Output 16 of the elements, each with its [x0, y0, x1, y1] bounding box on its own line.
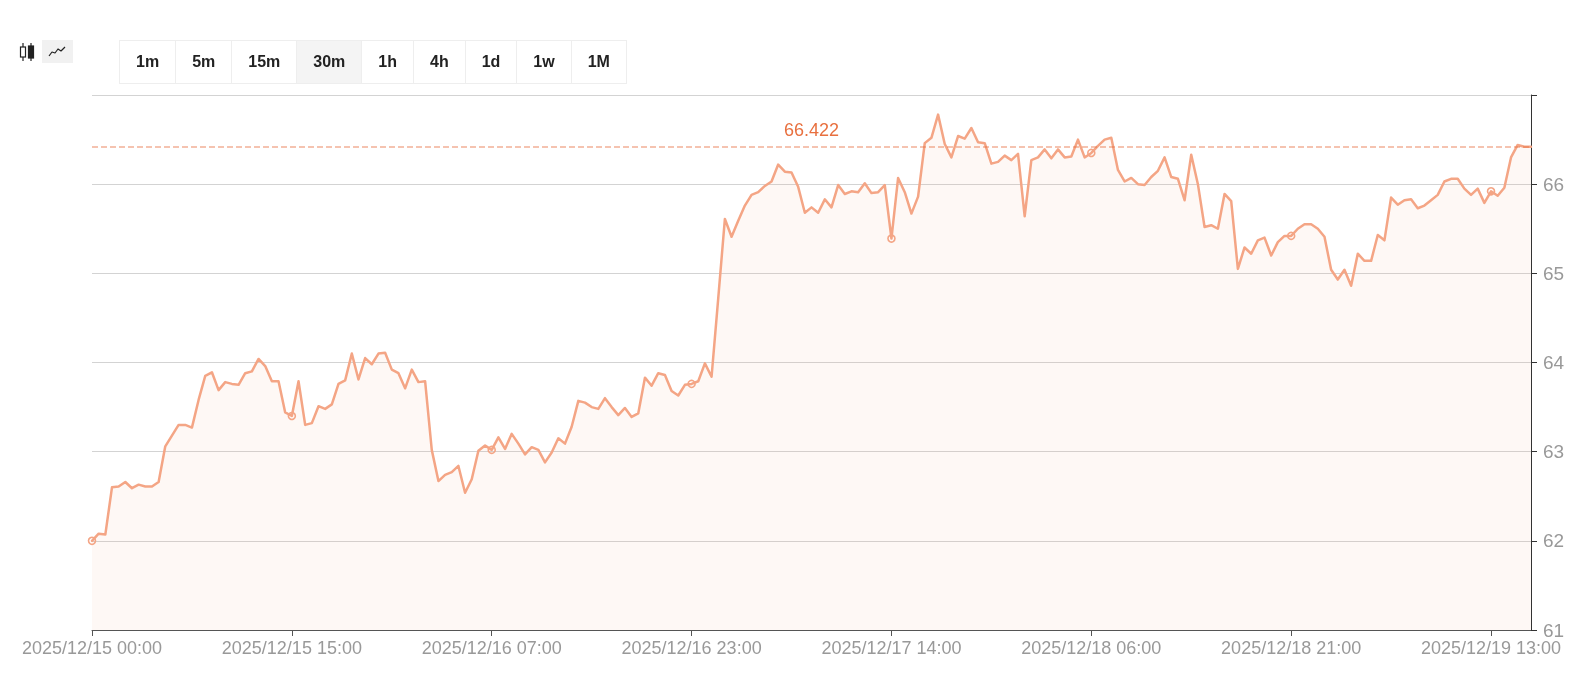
x-tick-label: 2025/12/18 21:00 — [1221, 638, 1362, 658]
x-tick-label: 2025/12/16 07:00 — [421, 638, 562, 658]
y-tick-label: 65 — [1543, 262, 1565, 284]
y-tick-label: 63 — [1543, 441, 1565, 463]
x-tick-label: 2025/12/19 13:00 — [1420, 638, 1562, 658]
y-tick-label: 61 — [1543, 619, 1565, 641]
y-tick-label: 62 — [1543, 530, 1565, 552]
x-tick-label: 2025/12/16 23:00 — [621, 638, 762, 658]
y-tick-label: 66 — [1543, 173, 1565, 195]
x-tick-label: 2025/12/15 00:00 — [21, 638, 163, 658]
y-tick-label: 64 — [1543, 352, 1565, 373]
ref-line-label: 66.422 — [783, 119, 840, 140]
interval-button: 30m — [296, 41, 362, 83]
x-tick-label: 2025/12/18 06:00 — [1021, 638, 1162, 658]
x-tick-label: 2025/12/17 14:00 — [821, 638, 962, 658]
x-tick-label: 2025/12/15 15:00 — [221, 638, 362, 658]
